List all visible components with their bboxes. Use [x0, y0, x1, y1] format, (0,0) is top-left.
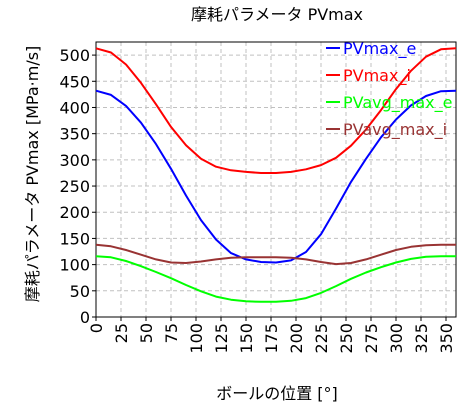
- y-tick-label: 300: [59, 151, 90, 170]
- y-tick-label: 0: [80, 308, 90, 327]
- series-line-pvavg-max-i: [95, 243, 456, 266]
- legend-label: PVmax_i: [343, 66, 411, 86]
- x-tick-label: 175: [262, 323, 281, 354]
- x-tick-label: 100: [187, 323, 206, 354]
- axes: [92, 41, 457, 321]
- x-tick-label: 125: [212, 323, 231, 354]
- plot-frame: [95, 41, 457, 318]
- x-tick-label: 350: [437, 323, 456, 354]
- series-line-pvmax-i: [95, 47, 457, 174]
- y-tick-label: 400: [59, 98, 90, 117]
- y-axis-title: 摩耗パラメータ PVmax [MPa·m/s]: [23, 46, 42, 303]
- y-tick-label: 350: [59, 125, 90, 144]
- x-tick-label: 50: [137, 323, 156, 343]
- legend-label: PVavg_max_e: [343, 93, 452, 113]
- x-tick-label: 250: [337, 323, 356, 354]
- y-tick-label: 150: [59, 229, 90, 248]
- chart-title: 摩耗パラメータ PVmax: [191, 5, 363, 24]
- y-tick-label: 500: [59, 46, 90, 65]
- legend-label: PVmax_e: [343, 39, 416, 59]
- x-tick-label: 75: [162, 323, 181, 343]
- legend: PVmax_e PVmax_i PVavg_max_e PVavg_max_i: [326, 39, 452, 140]
- y-tick-label: 100: [59, 256, 90, 275]
- x-axis-title: ボールの位置 [°]: [216, 384, 338, 403]
- y-tick-label: 50: [70, 282, 90, 301]
- legend-label: PVavg_max_i: [343, 120, 447, 140]
- x-tick-label: 0: [87, 323, 106, 333]
- y-tick-label: 450: [59, 72, 90, 91]
- series-lines: [95, 47, 457, 303]
- x-tick-label: 25: [112, 323, 131, 343]
- series-line-pvmax-e: [95, 89, 457, 264]
- x-tick-label: 275: [362, 323, 381, 354]
- x-tick-label: 225: [312, 323, 331, 354]
- y-tick-label: 250: [59, 177, 90, 196]
- x-tick-label: 200: [287, 323, 306, 354]
- x-tick-label: 150: [237, 323, 256, 354]
- y-tick-label: 200: [59, 203, 90, 222]
- x-tick-label: 325: [412, 323, 431, 354]
- series-line-pvavg-max-e: [95, 255, 456, 303]
- x-tick-label: 300: [387, 323, 406, 354]
- tick-labels: 0 50 100 150 200 250 300 350 400 450 500 0 25 50 75 100…: [59, 46, 456, 353]
